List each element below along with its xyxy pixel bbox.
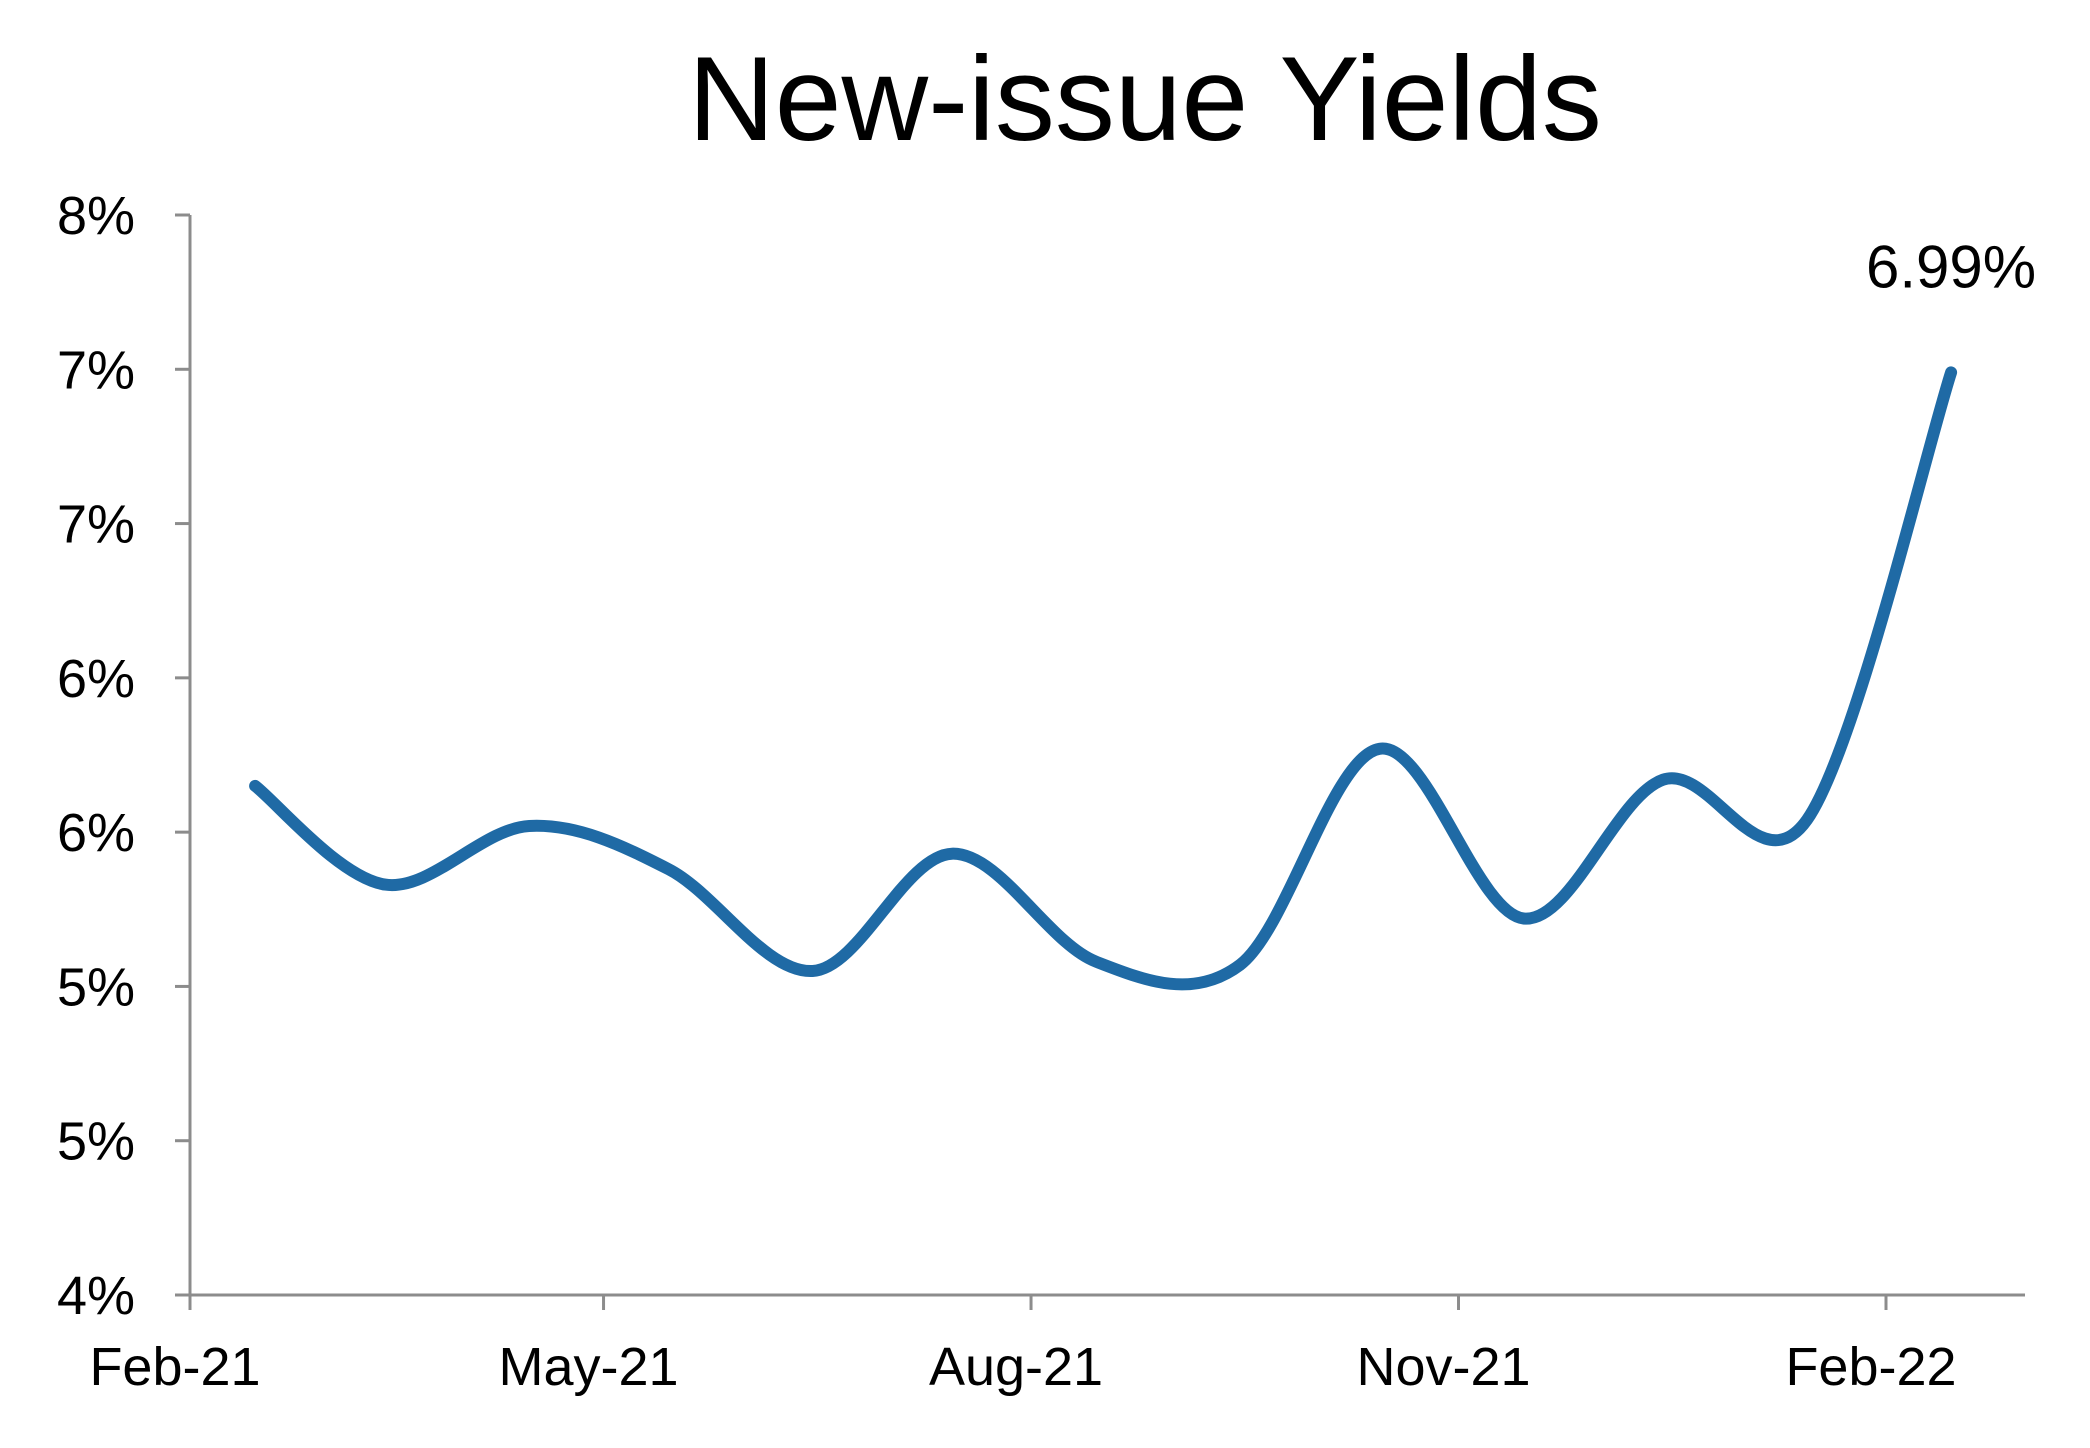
y-tick-label: 5% [57, 957, 135, 1017]
data-point [1379, 748, 1381, 750]
data-point [1095, 961, 1097, 963]
y-tick-label: 8% [57, 186, 135, 246]
labels-layer: 4% 5% 5% 6% 6% 7% 7% 8% Feb-21 May-21 Aug-21 Nov-21… [57, 186, 2036, 1397]
data-point [1806, 819, 1808, 821]
series-layer [249, 366, 1958, 991]
x-tick-label: May-21 [499, 1337, 679, 1397]
y-tick-label: 7% [57, 340, 135, 400]
x-tick-label: Feb-22 [1785, 1337, 1956, 1397]
x-tick-label: Aug-21 [929, 1337, 1103, 1397]
y-tick-label: 6% [57, 649, 135, 709]
chart-title: New-issue Yields [688, 32, 1602, 166]
data-point [1239, 964, 1241, 966]
data-point [951, 853, 953, 855]
data-point [668, 868, 670, 870]
data-point [1523, 918, 1525, 920]
data-point [1950, 371, 1952, 373]
axes [175, 213, 2025, 1310]
data-point [1662, 779, 1664, 781]
y-tick-label: 4% [57, 1266, 135, 1326]
series-line [249, 366, 1958, 991]
y-tick-label: 6% [57, 803, 135, 863]
x-tick-label: Nov-21 [1356, 1337, 1530, 1397]
data-point [812, 970, 814, 972]
y-tick-label: 5% [57, 1112, 135, 1172]
data-point [528, 825, 530, 827]
data-label: 6.99% [1866, 233, 2036, 300]
data-point [384, 884, 386, 886]
y-tick-label: 7% [57, 495, 135, 555]
x-tick-label: Feb-21 [89, 1337, 260, 1397]
data-point [254, 785, 256, 787]
